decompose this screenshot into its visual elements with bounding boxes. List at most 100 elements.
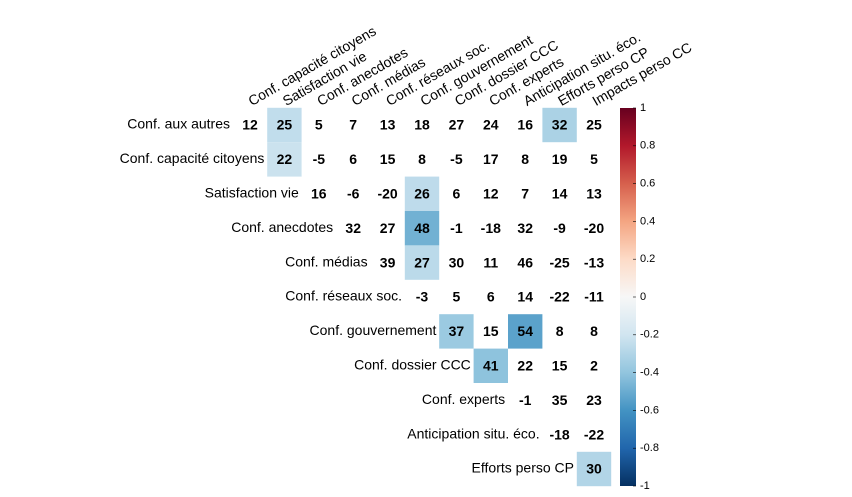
row-label: Conf. aux autres [127, 116, 230, 132]
colorbar-tick-label: -1 [640, 480, 650, 492]
cell-value: -13 [584, 254, 604, 270]
cell-value: 18 [414, 117, 430, 133]
cell-value: 6 [487, 289, 495, 305]
cell-value: 25 [586, 117, 602, 133]
cell-value: -1 [519, 392, 532, 408]
cell [404, 176, 440, 211]
colorbar-tick-label: 1 [640, 102, 646, 114]
cell-value: 8 [590, 323, 598, 339]
cell-value: 23 [586, 392, 602, 408]
cell-value: 27 [414, 254, 430, 270]
colorbar-tick-label: 0.2 [640, 253, 655, 265]
cell-value: 5 [590, 151, 598, 167]
colorbar-tick-label: 0.8 [640, 140, 655, 152]
cell-value: -18 [549, 426, 569, 442]
cell-value: 17 [483, 151, 499, 167]
cell-value: 54 [517, 323, 533, 339]
cell-value: -5 [313, 151, 326, 167]
row-label: Conf. capacité citoyens [120, 150, 265, 166]
cell-value: 5 [453, 289, 461, 305]
colorbar-tick-label: -0.2 [640, 329, 659, 341]
cell [473, 348, 508, 383]
cell-value: -18 [481, 220, 501, 236]
cell-value: 16 [517, 117, 533, 133]
cell-value: 12 [242, 117, 258, 133]
colorbar [620, 108, 636, 486]
cell-value: 39 [380, 254, 396, 270]
row-label: Conf. dossier CCC [354, 357, 471, 373]
cell-value: 8 [418, 151, 426, 167]
row-label: Efforts perso CP [472, 460, 574, 476]
cell [439, 314, 474, 349]
cell-value: 6 [349, 151, 357, 167]
cell-value: 12 [483, 186, 499, 202]
cell-value: 37 [449, 323, 465, 339]
colorbar-tick-label: 0.6 [640, 178, 655, 190]
cell-value: 32 [552, 117, 568, 133]
cell [508, 314, 543, 349]
cell-value: 14 [517, 289, 533, 305]
cell-value: 14 [552, 186, 568, 202]
cell [542, 107, 577, 143]
cell-value: -1 [450, 220, 463, 236]
colorbar-tick-label: 0.4 [640, 215, 655, 227]
row-label: Conf. anecdotes [231, 219, 333, 235]
cell-value: 32 [517, 220, 533, 236]
cell-value: 15 [380, 151, 396, 167]
cell-value: 7 [521, 186, 529, 202]
cell-value: 35 [552, 392, 568, 408]
colorbar-tick-label: -0.4 [640, 367, 659, 379]
cell-value: -20 [377, 186, 397, 202]
row-label: Satisfaction vie [205, 185, 299, 201]
cell-value: -11 [584, 289, 604, 305]
cell-value: -3 [416, 289, 429, 305]
cell [267, 142, 302, 177]
cell-value: 32 [345, 220, 361, 236]
cell-value: -25 [549, 254, 569, 270]
cell-value: 8 [556, 323, 564, 339]
cell-value: -22 [549, 289, 569, 305]
cell-value: -6 [347, 186, 360, 202]
cell-value: 16 [311, 186, 327, 202]
row-label: Conf. médias [285, 253, 367, 269]
cell-value: -22 [584, 426, 604, 442]
cell-value: 22 [277, 151, 293, 167]
cell-value: 8 [521, 151, 529, 167]
cell-value: 5 [315, 117, 323, 133]
cell [576, 451, 612, 487]
cell-value: 26 [414, 186, 430, 202]
cell-value: 27 [449, 117, 465, 133]
cell [267, 107, 302, 143]
cell-value: -5 [450, 151, 463, 167]
cell-value: -9 [553, 220, 566, 236]
cell-value: 15 [483, 323, 499, 339]
cell-value: 2 [590, 358, 598, 374]
cell-value: 27 [380, 220, 396, 236]
cell-value: 48 [414, 220, 430, 236]
cell-value: 7 [349, 117, 357, 133]
row-label: Anticipation situ. éco. [407, 425, 539, 441]
cell-value: 30 [449, 254, 465, 270]
colorbar-tick-label: -0.8 [640, 442, 659, 454]
row-label: Conf. gouvernement [310, 322, 437, 338]
cell-value: 46 [517, 254, 533, 270]
cell-value: 30 [586, 461, 602, 477]
colorbar-tick-label: -0.6 [640, 404, 659, 416]
cell-value: 6 [453, 186, 461, 202]
cell-value: 11 [483, 254, 498, 270]
row-label: Conf. experts [422, 391, 505, 407]
cell-value: 15 [552, 358, 568, 374]
cell [404, 245, 440, 280]
cell-value: 13 [380, 117, 396, 133]
cell-value: 25 [277, 117, 293, 133]
colorbar-tick-label: 0 [640, 291, 646, 303]
cell-value: 24 [483, 117, 499, 133]
row-label: Conf. réseaux soc. [285, 288, 402, 304]
cell-value: 22 [517, 358, 533, 374]
cell-value: 19 [552, 151, 568, 167]
cell [404, 211, 440, 246]
cell-value: 13 [586, 186, 602, 202]
cell-value: 41 [483, 358, 499, 374]
cell-value: -20 [584, 220, 604, 236]
